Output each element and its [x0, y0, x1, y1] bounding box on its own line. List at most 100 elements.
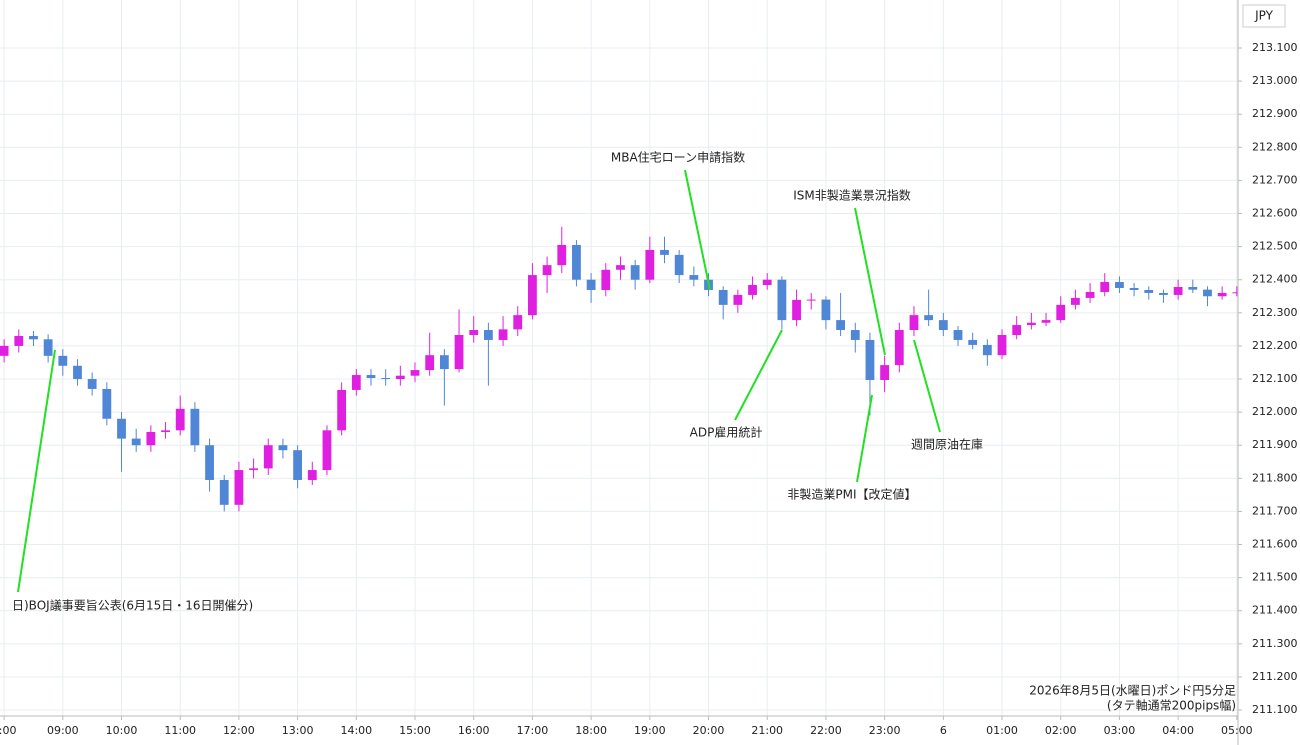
candle-body [117, 418, 126, 439]
x-tick-label: 01:00 [986, 724, 1018, 737]
y-tick-label: 212.000 [1252, 405, 1298, 418]
candle-body [1188, 286, 1198, 290]
annotation: 日)BOJ議事要旨公表(6月15日・16日開催分) [12, 599, 253, 613]
candle-body [1056, 304, 1066, 321]
candle-body [1217, 292, 1227, 297]
x-tick-label: 14:00 [340, 724, 372, 737]
y-tick-label: 211.600 [1252, 538, 1298, 551]
candle-body [777, 279, 787, 321]
candle-body [1203, 289, 1212, 297]
x-tick-label: 19:00 [634, 724, 666, 737]
candle-body [498, 329, 508, 340]
candle-body [131, 438, 141, 446]
y-tick-label: 212.100 [1252, 372, 1298, 385]
y-tick-label: 213.100 [1252, 41, 1298, 54]
candle-body [630, 265, 640, 280]
candle-body [1070, 297, 1080, 305]
candle-body [1041, 320, 1051, 323]
candle-body [175, 408, 185, 431]
candle-body [1115, 282, 1124, 288]
x-tick-label: 04:00 [1162, 724, 1194, 737]
candle-body [483, 330, 493, 340]
candle-body [102, 388, 112, 419]
y-tick-label: 211.100 [1252, 703, 1298, 716]
y-tick-label: 212.200 [1252, 339, 1298, 352]
candle-body [337, 389, 347, 431]
candle-body [469, 330, 479, 335]
candle-body [439, 355, 449, 370]
candle-body [909, 315, 919, 331]
price-axis-panel [1238, 0, 1300, 745]
candle-body [762, 279, 772, 286]
candle-body [14, 335, 24, 346]
candle-body [395, 375, 405, 380]
x-tick-label: 20:00 [693, 724, 725, 737]
candle-body [689, 275, 699, 280]
candle-body [997, 334, 1007, 356]
y-tick-label: 211.500 [1252, 571, 1298, 584]
x-tick-label: 03:00 [1104, 724, 1136, 737]
candle-body [1232, 292, 1242, 294]
y-tick-label: 211.200 [1252, 670, 1298, 683]
candle-body [1100, 282, 1110, 292]
candle-body [586, 279, 596, 290]
candle-body [425, 355, 435, 371]
y-tick-label: 212.800 [1252, 140, 1298, 153]
caption: (タテ軸通常200pips幅) [1107, 698, 1236, 713]
y-tick-label: 212.500 [1252, 240, 1298, 253]
candle-body [307, 470, 317, 480]
candle-body [1026, 322, 1036, 326]
candle-body [645, 249, 655, 280]
candle-body [205, 445, 214, 480]
candle-body [968, 339, 978, 345]
y-tick-label: 212.300 [1252, 306, 1298, 319]
candle-body [513, 315, 523, 330]
candle-body [1144, 289, 1154, 293]
y-tick-label: 211.700 [1252, 504, 1298, 517]
y-tick-label: 211.300 [1252, 637, 1298, 650]
axes: 213.100 213.000 212.900 212.800 212.700 212.6… [0, 41, 1298, 737]
annotations: 日)BOJ議事要旨公表(6月15日・16日開催分) MBA住宅ローン申請指数 ISM… [12, 150, 983, 613]
candle-body [1012, 325, 1022, 335]
x-tick-label: 21:00 [751, 724, 783, 737]
y-tick-label: 212.900 [1252, 107, 1298, 120]
annotation-leader [913, 339, 941, 433]
candle-body [674, 254, 684, 276]
candle-body [234, 470, 244, 505]
annotation: ADP雇用統計 [690, 425, 763, 440]
y-tick-label: 212.700 [1252, 173, 1298, 186]
candle-body [660, 249, 669, 255]
candle-body [322, 430, 332, 471]
candle-body [1129, 287, 1139, 290]
candle-body [29, 335, 38, 340]
y-tick-label: 211.400 [1252, 604, 1298, 617]
x-tick-label: 18:00 [575, 724, 607, 737]
annotation: 週間原油在庫 [911, 438, 983, 452]
candle-body [293, 450, 303, 480]
x-tick-label: 23:00 [869, 724, 901, 737]
x-tick-label: 16:00 [458, 724, 490, 737]
candle-body [806, 299, 816, 301]
candle-body [351, 375, 361, 390]
candle-body [938, 320, 948, 331]
candle-body [572, 244, 581, 280]
annotation: MBA住宅ローン申請指数 [611, 150, 745, 165]
candle-body [454, 334, 464, 370]
candle-body [616, 265, 625, 270]
y-tick-label: 212.400 [1252, 273, 1298, 286]
candle-body [821, 299, 831, 321]
candle-body [924, 315, 934, 321]
candle-body [880, 365, 890, 381]
candle-body [982, 344, 992, 356]
x-tick-label: 11:00 [164, 724, 196, 737]
candle-body [410, 370, 420, 376]
candle-body [836, 320, 845, 331]
y-tick-label: 211.900 [1252, 438, 1298, 451]
x-tick-label: 02:00 [1045, 724, 1077, 737]
annotation-leader [17, 349, 56, 593]
candle-body [0, 345, 9, 356]
grid [0, 0, 1238, 716]
candle-body [1159, 292, 1168, 295]
annotation-leader [684, 169, 711, 291]
candle-body [190, 408, 200, 446]
